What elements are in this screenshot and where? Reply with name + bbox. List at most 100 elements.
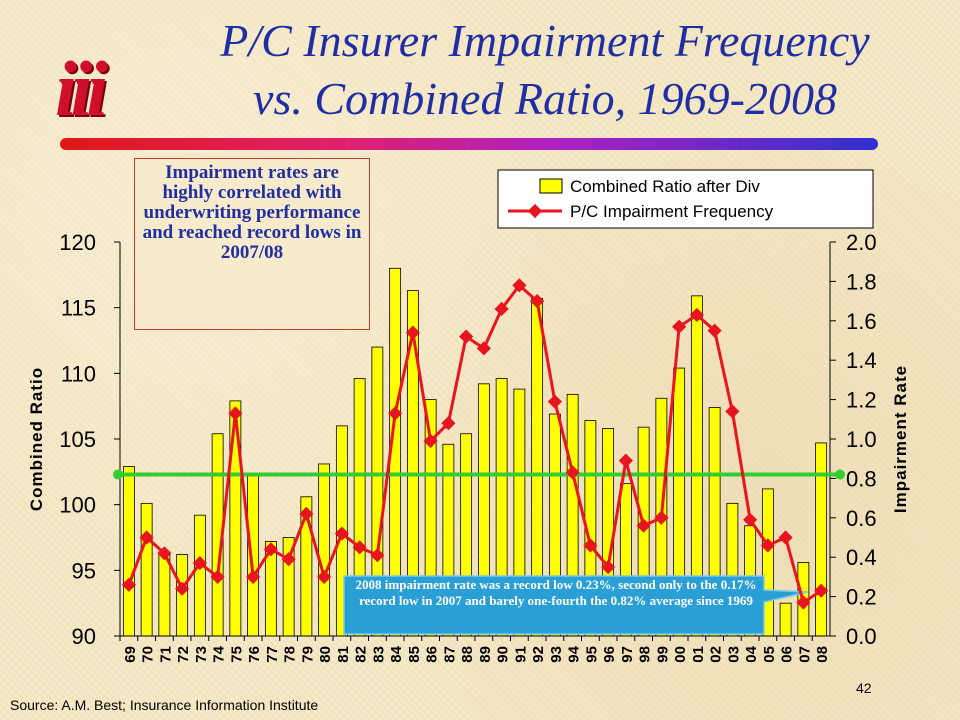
y2-axis-title: Impairment Rate xyxy=(891,365,910,513)
impairment-point-72 xyxy=(175,581,190,596)
x-tick-label: 82 xyxy=(353,646,370,663)
impairment-point-94 xyxy=(565,465,580,480)
record-low-note: 2008 impairment rate was a record low 0.… xyxy=(355,577,757,608)
x-tick-label: 69 xyxy=(122,646,139,663)
right-tick-label: 0.8 xyxy=(846,466,877,491)
right-tick-label: 0.0 xyxy=(846,624,877,649)
x-tick-label: 70 xyxy=(140,646,157,663)
right-tick-label: 1.8 xyxy=(846,269,877,294)
impairment-point-95 xyxy=(583,538,598,553)
bar-69 xyxy=(122,466,135,637)
x-tick-label: 85 xyxy=(406,646,423,663)
impairment-point-77 xyxy=(263,542,278,557)
impairment-point-06 xyxy=(778,530,793,545)
title-line-1: P/C Insurer Impairment Frequency xyxy=(220,15,870,66)
x-tick-label: 86 xyxy=(424,646,441,663)
x-tick-label: 05 xyxy=(761,646,778,663)
left-tick-label: 90 xyxy=(72,624,96,649)
impairment-point-93 xyxy=(547,394,562,409)
right-tick-label: 0.6 xyxy=(846,506,877,531)
impairment-point-75 xyxy=(228,406,243,421)
x-tick-label: 06 xyxy=(779,646,796,663)
impairment-point-92 xyxy=(530,294,545,309)
title-line-2: vs. Combined Ratio, 1969-2008 xyxy=(253,73,837,124)
impairment-point-90 xyxy=(494,301,509,317)
bar-06 xyxy=(779,602,792,637)
impairment-point-03 xyxy=(725,404,740,419)
slide-title: P/C Insurer Impairment Frequency vs. Com… xyxy=(150,12,940,128)
x-tick-label: 92 xyxy=(530,646,547,663)
impairment-point-86 xyxy=(423,433,438,449)
x-tick-label: 77 xyxy=(264,646,281,663)
legend-label-combined-ratio: Combined Ratio after Div xyxy=(570,177,760,196)
left-tick-label: 115 xyxy=(61,296,96,321)
bar-80 xyxy=(318,463,331,637)
impairment-point-76 xyxy=(246,569,261,584)
x-tick-label: 96 xyxy=(601,646,618,663)
right-tick-label: 1.0 xyxy=(846,427,877,452)
impairment-point-00 xyxy=(672,319,687,334)
x-tick-label: 74 xyxy=(211,645,228,662)
average-line-start-dot xyxy=(113,469,123,480)
impairment-point-81 xyxy=(334,526,349,541)
impairment-point-91 xyxy=(512,278,527,293)
impairment-point-85 xyxy=(405,325,420,340)
impairment-point-70 xyxy=(139,530,154,545)
impairment-point-98 xyxy=(636,518,651,533)
x-tick-label: 88 xyxy=(459,646,476,663)
impairment-point-99 xyxy=(654,510,669,525)
impairment-point-78 xyxy=(281,552,296,567)
x-tick-label: 71 xyxy=(157,646,174,663)
left-tick-label: 110 xyxy=(61,361,96,386)
bar-73 xyxy=(193,514,206,637)
impairment-point-02 xyxy=(707,323,722,338)
bar-08 xyxy=(815,442,828,637)
impairment-point-08 xyxy=(814,583,829,598)
impairment-point-80 xyxy=(317,569,332,584)
impairment-point-88 xyxy=(459,329,474,344)
x-tick-label: 78 xyxy=(282,646,299,663)
x-tick-label: 99 xyxy=(654,646,671,663)
iii-logo: iii xyxy=(55,45,108,132)
left-tick-label: 95 xyxy=(72,558,96,583)
x-tick-label: 76 xyxy=(246,646,263,663)
legend-marker-swatch xyxy=(527,203,543,219)
x-tick-label: 08 xyxy=(814,646,831,663)
right-tick-label: 0.2 xyxy=(846,585,877,610)
bar-71 xyxy=(158,551,171,637)
right-tick-label: 1.2 xyxy=(846,388,877,413)
legend-bar-swatch xyxy=(539,178,563,194)
impairment-point-69 xyxy=(121,577,136,592)
x-tick-label: 07 xyxy=(796,646,813,663)
x-tick-label: 98 xyxy=(637,646,654,663)
impairment-point-83 xyxy=(370,548,385,563)
right-tick-label: 1.6 xyxy=(846,309,877,334)
left-tick-label: 100 xyxy=(59,493,96,518)
impairment-point-87 xyxy=(441,416,456,431)
x-tick-label: 95 xyxy=(583,646,600,663)
x-tick-label: 04 xyxy=(743,645,760,662)
x-tick-label: 89 xyxy=(477,646,494,663)
x-tick-label: 79 xyxy=(299,646,316,663)
x-tick-label: 91 xyxy=(512,646,529,663)
page-number: 42 xyxy=(856,680,872,696)
impairment-point-73 xyxy=(192,556,207,571)
source-note: Source: A.M. Best; Insurance Information… xyxy=(10,697,319,713)
title-divider xyxy=(60,138,878,150)
impairment-point-96 xyxy=(601,559,616,575)
impairment-point-05 xyxy=(760,538,775,553)
x-tick-label: 72 xyxy=(175,646,192,663)
x-tick-label: 80 xyxy=(317,646,334,663)
bar-70 xyxy=(140,502,153,637)
legend-label-impairment-frequency: P/C Impairment Frequency xyxy=(570,202,774,221)
x-tick-label: 00 xyxy=(672,646,689,663)
x-tick-label: 90 xyxy=(495,646,512,663)
x-tick-label: 97 xyxy=(619,646,636,663)
left-tick-label: 105 xyxy=(59,427,96,452)
impairment-point-97 xyxy=(618,453,633,468)
impairment-point-71 xyxy=(157,546,172,561)
x-tick-label: 75 xyxy=(228,646,245,663)
x-tick-label: 87 xyxy=(441,646,458,663)
impairment-point-89 xyxy=(476,341,491,356)
